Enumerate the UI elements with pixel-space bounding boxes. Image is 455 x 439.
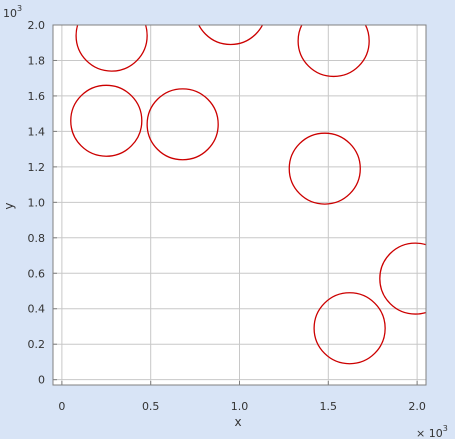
grid-lines bbox=[53, 24, 426, 385]
y-tick-label: 0.2 bbox=[28, 338, 46, 351]
x-tick-label: 1.0 bbox=[231, 400, 249, 413]
data-point-circle bbox=[146, 88, 219, 161]
y-tick-label: 0 bbox=[38, 374, 45, 387]
y-tick-label: 0.6 bbox=[28, 267, 46, 280]
y-tick-label: 1.6 bbox=[28, 90, 46, 103]
x-tick-label: 0.5 bbox=[142, 400, 160, 413]
data-point-circle bbox=[198, 25, 264, 46]
data-point-circle bbox=[75, 25, 148, 72]
x-tick-label: 1.5 bbox=[320, 400, 338, 413]
y-axis-label: y bbox=[2, 202, 16, 209]
y-tick-label: 2.0 bbox=[28, 19, 46, 32]
x-axis-multiplier: × 103 bbox=[416, 424, 448, 439]
data-point-circle bbox=[297, 25, 370, 78]
x-tick-label: 2.0 bbox=[408, 400, 426, 413]
data-point-circle bbox=[70, 84, 143, 157]
x-tick-label: 0 bbox=[58, 400, 65, 413]
x-axis-label: x bbox=[234, 415, 241, 429]
y-tick-label: 0.4 bbox=[28, 303, 46, 316]
y-tick-label: 0.8 bbox=[28, 232, 46, 245]
data-point-circle bbox=[379, 242, 426, 315]
x-axis: 0 0.5 1.0 1.5 2.0 bbox=[58, 381, 426, 413]
data-point-circle bbox=[313, 292, 386, 365]
data-points bbox=[70, 25, 426, 365]
data-point-circle bbox=[288, 132, 361, 205]
y-tick-label: 1.8 bbox=[28, 54, 46, 67]
y-tick-label: 1.0 bbox=[28, 196, 46, 209]
y-exponent: 3 bbox=[17, 4, 22, 13]
y-tick-label: 1.4 bbox=[28, 125, 46, 138]
y-axis-multiplier: 103 bbox=[3, 4, 22, 20]
y-axis: 0 0.2 0.4 0.6 0.8 1.0 1.2 1.4 1.6 1.8 2.0 bbox=[28, 19, 57, 387]
x-exponent: 3 bbox=[443, 424, 448, 433]
y-tick-label: 1.2 bbox=[28, 161, 46, 174]
